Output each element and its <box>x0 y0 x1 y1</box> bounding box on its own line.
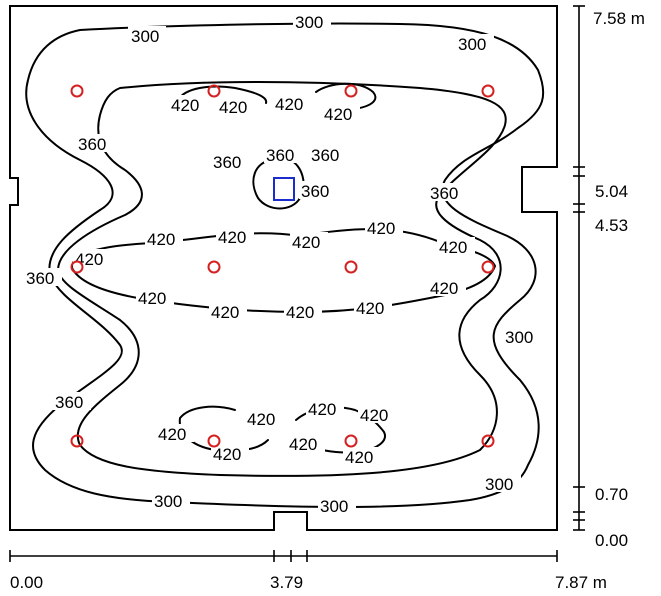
label-420-upper-2: 420 <box>219 98 247 117</box>
label-360-left-mid: 360 <box>26 269 54 288</box>
label-420-mid-right-1: 420 <box>439 238 467 257</box>
label-420-lower-5: 420 <box>289 435 317 454</box>
label-360-sensor-left: 360 <box>213 153 241 172</box>
luminaire-marker <box>481 84 495 98</box>
label-300-right: 300 <box>505 328 533 347</box>
right-axis: 7.58 m 5.04 4.53 0.70 0.00 <box>573 5 645 550</box>
right-axis-070-label: 0.70 <box>595 485 628 504</box>
label-360-sensor-right: 360 <box>311 146 339 165</box>
luminaire-marker <box>481 260 495 274</box>
label-360-left-lower: 360 <box>55 393 83 412</box>
label-300-top-mid: 300 <box>295 13 323 32</box>
sensor-marker <box>273 177 295 201</box>
label-300-bottom-left: 300 <box>154 492 182 511</box>
label-300-bottom-mid: 300 <box>320 497 348 516</box>
bottom-axis-mid-label: 3.79 <box>270 573 303 592</box>
contour-labels: 300 300 300 360 360 360 360 360 360 360 … <box>24 12 541 516</box>
label-420-lower-7: 420 <box>345 448 373 467</box>
contour-420-upper-right <box>315 82 377 111</box>
label-360-sensor-inner: 360 <box>301 182 329 201</box>
label-420-lower-4: 420 <box>158 425 186 444</box>
label-420-mid-left: 420 <box>75 250 103 269</box>
bottom-axis-right-label: 7.87 m <box>555 573 607 592</box>
label-420-mid-bottom-3: 420 <box>286 303 314 322</box>
label-420-lower-3: 420 <box>360 406 388 425</box>
label-360-left-upper: 360 <box>78 135 106 154</box>
luminaire-marker <box>70 84 84 98</box>
luminaire-marker <box>207 434 221 448</box>
luminaire-marker <box>70 434 84 448</box>
right-axis-top-label: 7.58 m <box>593 9 645 28</box>
label-300-top-left: 300 <box>131 27 159 46</box>
right-axis-000-label: 0.00 <box>595 531 628 550</box>
contour-420-upper-left <box>177 85 268 104</box>
right-axis-504-label: 5.04 <box>595 182 628 201</box>
luminaire-marker <box>344 434 358 448</box>
label-420-mid-top-1: 420 <box>147 230 175 249</box>
bottom-axis-left-label: 0.00 <box>10 573 43 592</box>
label-360-sensor-top: 360 <box>266 146 294 165</box>
bottom-axis: 0.00 3.79 7.87 m <box>9 550 607 592</box>
label-420-upper-1: 420 <box>171 96 199 115</box>
luminaire-marker <box>207 260 221 274</box>
label-300-bottom-right: 300 <box>485 475 513 494</box>
label-420-lower-6: 420 <box>213 445 241 464</box>
contour-360 <box>57 81 507 477</box>
label-420-mid-bottom-4: 420 <box>356 299 384 318</box>
contour-300-outer <box>25 22 545 508</box>
luminaire-marker <box>344 260 358 274</box>
contour-420-middle <box>71 228 496 313</box>
luminaire-marker <box>207 84 221 98</box>
label-420-upper-4: 420 <box>324 105 352 124</box>
luminaires <box>70 84 495 448</box>
label-420-mid-top-4: 420 <box>367 219 395 238</box>
label-420-mid-top-2: 420 <box>218 228 246 247</box>
label-420-mid-bottom-2: 420 <box>211 303 239 322</box>
room-outline <box>9 5 558 531</box>
right-axis-453-label: 4.53 <box>595 216 628 235</box>
label-420-lower-1: 420 <box>247 410 275 429</box>
luminaire-marker <box>481 434 495 448</box>
label-360-right: 360 <box>430 184 458 203</box>
luminaire-marker <box>70 260 84 274</box>
label-420-mid-bottom-1: 420 <box>138 289 166 308</box>
label-420-upper-3: 420 <box>275 95 303 114</box>
label-300-top-right: 300 <box>458 35 486 54</box>
label-420-mid-top-3: 420 <box>292 233 320 252</box>
label-420-mid-right-2: 420 <box>430 279 458 298</box>
label-420-lower-2: 420 <box>308 400 336 419</box>
luminaire-marker <box>344 84 358 98</box>
